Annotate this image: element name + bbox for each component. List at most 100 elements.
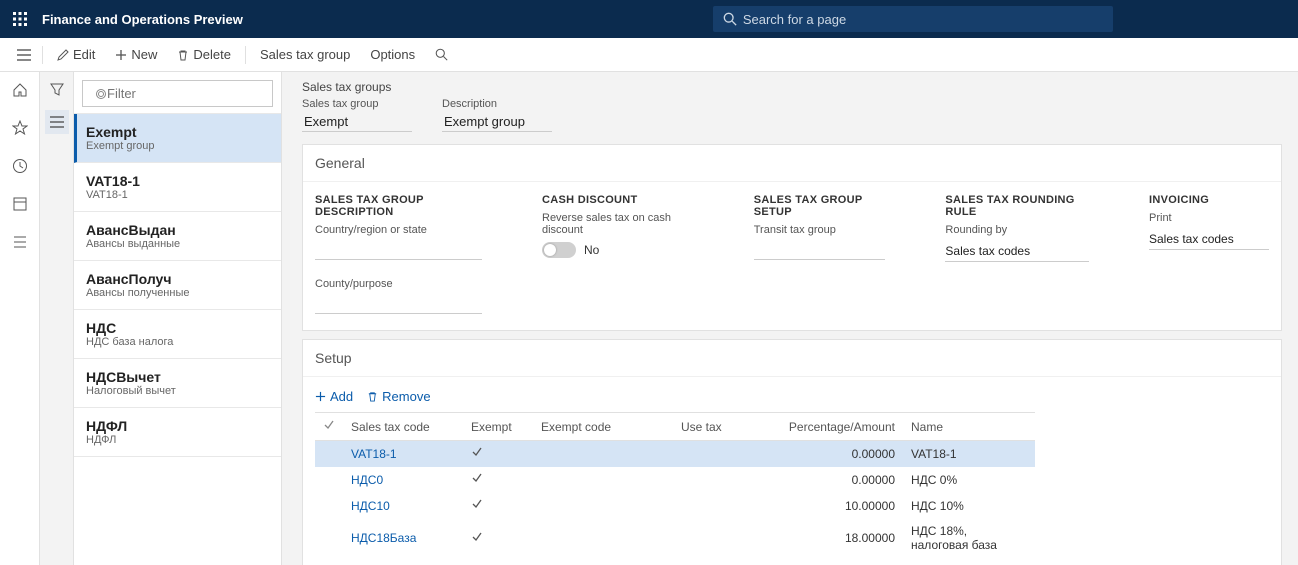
- group-list-item[interactable]: ExemptExempt group: [74, 114, 281, 163]
- row-usetax[interactable]: [673, 493, 773, 519]
- row-exempt[interactable]: [463, 493, 533, 519]
- row-code[interactable]: НДС0: [343, 467, 463, 493]
- setup-col-usetax[interactable]: Use tax: [673, 413, 773, 441]
- gen-rounding-label: Rounding by: [945, 224, 1089, 236]
- row-usetax[interactable]: [673, 467, 773, 493]
- home-icon[interactable]: [8, 78, 32, 102]
- favorite-icon[interactable]: [8, 116, 32, 140]
- setup-col-select[interactable]: [315, 413, 343, 441]
- gen-country-label: Country/region or state: [315, 224, 482, 236]
- group-list-item[interactable]: АвансВыданАвансы выданные: [74, 212, 281, 261]
- group-list-item[interactable]: НДФЛНДФЛ: [74, 408, 281, 457]
- gen-rounding-value[interactable]: Sales tax codes: [945, 242, 1089, 262]
- gen-transit-label: Transit tax group: [754, 224, 886, 236]
- row-select-cell[interactable]: [315, 519, 343, 558]
- app-launcher-icon[interactable]: [8, 7, 32, 31]
- breadcrumb: Sales tax groups: [302, 80, 1282, 94]
- setup-col-pct[interactable]: Percentage/Amount: [773, 413, 903, 441]
- row-exempt[interactable]: [463, 441, 533, 467]
- list-pane-icon[interactable]: [45, 110, 69, 134]
- setup-col-name[interactable]: Name: [903, 413, 1035, 441]
- magnifier-icon: [435, 48, 448, 61]
- modules-icon[interactable]: [8, 230, 32, 254]
- group-list-item[interactable]: НДСНДС база налога: [74, 310, 281, 359]
- setup-section-title[interactable]: Setup: [303, 340, 1281, 377]
- general-section-title[interactable]: General: [303, 145, 1281, 182]
- row-exempt-code[interactable]: [533, 441, 673, 467]
- reverse-toggle[interactable]: [542, 242, 576, 258]
- new-button[interactable]: New: [105, 38, 167, 72]
- setup-col-code[interactable]: Sales tax code: [343, 413, 463, 441]
- setup-col-exempt[interactable]: Exempt: [463, 413, 533, 441]
- header-desc-value[interactable]: Exempt group: [442, 112, 552, 132]
- setup-row[interactable]: VAT18-10.00000VAT18-1: [315, 441, 1035, 467]
- row-select-cell[interactable]: [315, 441, 343, 467]
- row-usetax[interactable]: [673, 519, 773, 558]
- row-exempt-code[interactable]: [533, 519, 673, 558]
- new-label: New: [131, 47, 157, 62]
- group-item-primary: НДС: [86, 320, 269, 336]
- find-button[interactable]: [425, 38, 462, 72]
- reverse-toggle-value: No: [584, 243, 599, 257]
- row-select-cell[interactable]: [315, 467, 343, 493]
- options-menu[interactable]: Options: [360, 38, 425, 72]
- delete-label: Delete: [193, 47, 231, 62]
- group-item-primary: НДСВычет: [86, 369, 269, 385]
- row-exempt[interactable]: [463, 519, 533, 558]
- global-search-input[interactable]: [743, 12, 1103, 27]
- gen-transit-value[interactable]: [754, 242, 886, 260]
- delete-button[interactable]: Delete: [167, 38, 241, 72]
- row-code[interactable]: НДС10: [343, 493, 463, 519]
- row-exempt-code[interactable]: [533, 493, 673, 519]
- group-list-item[interactable]: НДСВычетНалоговый вычет: [74, 359, 281, 408]
- gen-col5-hdr: INVOICING: [1149, 194, 1269, 206]
- edit-label: Edit: [73, 47, 95, 62]
- header-group-value[interactable]: Exempt: [302, 112, 412, 132]
- edit-button[interactable]: Edit: [47, 38, 105, 72]
- group-item-primary: НДФЛ: [86, 418, 269, 434]
- setup-remove-button[interactable]: Remove: [367, 389, 430, 404]
- gen-col4-hdr: SALES TAX ROUNDING RULE: [945, 194, 1089, 218]
- global-search[interactable]: [713, 6, 1113, 32]
- plus-icon: [115, 49, 127, 61]
- nav-toggle-icon[interactable]: [10, 49, 38, 61]
- row-name: НДС 0%: [903, 467, 1035, 493]
- row-name: VAT18-1: [903, 441, 1035, 467]
- gen-print-value[interactable]: Sales tax codes: [1149, 230, 1269, 250]
- row-pct: 10.00000: [773, 493, 903, 519]
- filter-pane-icon[interactable]: [45, 78, 69, 102]
- gen-col2-hdr: CASH DISCOUNT: [542, 194, 694, 206]
- row-exempt[interactable]: [463, 467, 533, 493]
- filter-input[interactable]: [82, 80, 273, 107]
- group-list-item[interactable]: АвансПолучАвансы полученные: [74, 261, 281, 310]
- gen-reverse-label: Reverse sales tax on cash discount: [542, 212, 694, 236]
- row-pct: 0.00000: [773, 467, 903, 493]
- group-item-secondary: Налоговый вычет: [86, 385, 269, 397]
- setup-add-label: Add: [330, 389, 353, 404]
- sales-tax-group-label: Sales tax group: [260, 47, 350, 62]
- setup-row[interactable]: НДС1010.00000НДС 10%: [315, 493, 1035, 519]
- row-code[interactable]: НДС18База: [343, 519, 463, 558]
- header-desc-label: Description: [442, 98, 552, 110]
- filter-icon: [96, 89, 108, 101]
- group-list-item[interactable]: VAT18-1VAT18-1: [74, 163, 281, 212]
- trash-icon: [177, 49, 189, 61]
- row-select-cell[interactable]: [315, 493, 343, 519]
- setup-add-button[interactable]: Add: [315, 389, 353, 404]
- group-item-secondary: VAT18-1: [86, 189, 269, 201]
- search-icon: [723, 12, 737, 26]
- plus-icon: [315, 391, 326, 402]
- workspaces-icon[interactable]: [8, 192, 32, 216]
- row-code[interactable]: VAT18-1: [343, 441, 463, 467]
- row-usetax[interactable]: [673, 441, 773, 467]
- recent-icon[interactable]: [8, 154, 32, 178]
- group-item-secondary: Авансы выданные: [86, 238, 269, 250]
- setup-row[interactable]: НДС18База18.00000НДС 18%, налоговая база: [315, 519, 1035, 558]
- row-exempt-code[interactable]: [533, 467, 673, 493]
- gen-country-value[interactable]: [315, 242, 482, 260]
- sales-tax-group-menu[interactable]: Sales tax group: [250, 38, 360, 72]
- gen-county-value[interactable]: [315, 296, 482, 314]
- setup-col-exempt-code[interactable]: Exempt code: [533, 413, 673, 441]
- setup-row[interactable]: НДС0 0.00000НДС 0%: [315, 467, 1035, 493]
- group-item-primary: АвансВыдан: [86, 222, 269, 238]
